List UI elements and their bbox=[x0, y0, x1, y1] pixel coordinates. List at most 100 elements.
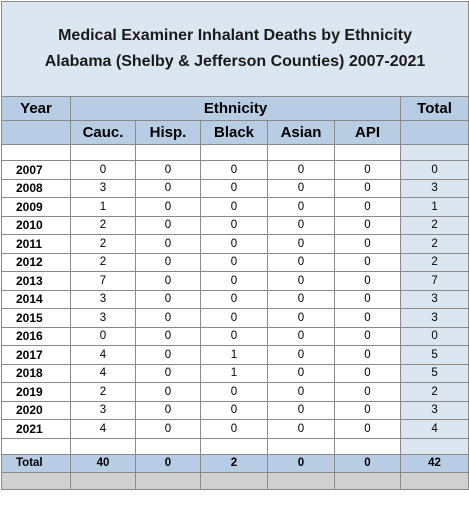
count-cell: 0 bbox=[200, 271, 268, 291]
data-row: 2021 4 0 0 0 0 4 bbox=[1, 419, 469, 439]
count-cell: 0 bbox=[135, 400, 201, 420]
count-cell: 4 bbox=[70, 363, 136, 383]
count-cell: 0 bbox=[334, 345, 401, 365]
count-cell: 0 bbox=[334, 160, 401, 180]
empty-cell bbox=[200, 437, 268, 455]
count-cell: 0 bbox=[200, 234, 268, 254]
column-header: Cauc. bbox=[70, 120, 136, 145]
count-cell: 1 bbox=[200, 345, 268, 365]
count-cell: 1 bbox=[200, 363, 268, 383]
count-cell: 3 bbox=[399, 289, 469, 309]
count-cell: 0 bbox=[200, 215, 268, 235]
year-cell: 2010 bbox=[1, 215, 71, 235]
count-cell: 0 bbox=[267, 215, 335, 235]
count-cell: 1 bbox=[70, 197, 136, 217]
empty-cell bbox=[267, 144, 335, 161]
data-row: 2016 0 0 0 0 0 0 bbox=[1, 326, 469, 346]
empty-cell bbox=[70, 144, 136, 161]
empty-cell bbox=[399, 120, 469, 145]
empty-cell bbox=[1, 471, 71, 490]
data-row: 2020 3 0 0 0 0 3 bbox=[1, 400, 469, 420]
year-cell: 2014 bbox=[1, 289, 71, 309]
count-cell: 0 bbox=[267, 308, 335, 328]
year-cell: 2020 bbox=[1, 400, 71, 420]
count-cell: 0 bbox=[267, 400, 335, 420]
count-cell: 0 bbox=[200, 308, 268, 328]
count-cell: 0 bbox=[70, 326, 136, 346]
year-cell: 2019 bbox=[1, 382, 71, 402]
blank-row bbox=[1, 437, 469, 455]
title-line: Alabama (Shelby & Jefferson Counties) 20… bbox=[44, 53, 426, 70]
count-cell: 0 bbox=[135, 419, 201, 439]
year-cell: 2021 bbox=[1, 419, 71, 439]
data-row: 2013 7 0 0 0 0 7 bbox=[1, 271, 469, 291]
count-cell: 0 bbox=[200, 160, 268, 180]
count-cell: 0 bbox=[135, 178, 201, 198]
total-cell: 0 bbox=[267, 453, 335, 473]
count-cell: 0 bbox=[267, 363, 335, 383]
year-header: Year bbox=[1, 96, 71, 121]
count-cell: 2 bbox=[399, 252, 469, 272]
count-cell: 2 bbox=[399, 234, 469, 254]
count-cell: 0 bbox=[135, 234, 201, 254]
count-cell: 2 bbox=[70, 215, 136, 235]
count-cell: 0 bbox=[135, 382, 201, 402]
data-row: 2011 2 0 0 0 0 2 bbox=[1, 234, 469, 254]
empty-cell bbox=[267, 437, 335, 455]
count-cell: 5 bbox=[399, 363, 469, 383]
empty-cell bbox=[135, 144, 201, 161]
count-cell: 0 bbox=[334, 419, 401, 439]
empty-cell bbox=[70, 471, 136, 490]
count-cell: 0 bbox=[267, 160, 335, 180]
data-row: 2017 4 0 1 0 0 5 bbox=[1, 345, 469, 365]
count-cell: 0 bbox=[200, 252, 268, 272]
data-row: 2010 2 0 0 0 0 2 bbox=[1, 215, 469, 235]
count-cell: 0 bbox=[135, 345, 201, 365]
count-cell: 0 bbox=[334, 363, 401, 383]
count-cell: 0 bbox=[135, 160, 201, 180]
count-cell: 0 bbox=[267, 345, 335, 365]
count-cell: 0 bbox=[135, 289, 201, 309]
total-cell: 42 bbox=[399, 453, 469, 473]
blank-row bbox=[1, 144, 469, 161]
count-cell: 0 bbox=[135, 271, 201, 291]
year-cell: 2009 bbox=[1, 197, 71, 217]
count-cell: 0 bbox=[135, 326, 201, 346]
total-header: Total bbox=[399, 96, 469, 121]
data-row: 2018 4 0 1 0 0 5 bbox=[1, 363, 469, 383]
footer-row bbox=[1, 471, 469, 490]
total-label: Total bbox=[1, 453, 71, 473]
year-cell: 2013 bbox=[1, 271, 71, 291]
deaths-table: Medical Examiner Inhalant Deaths by Ethn… bbox=[0, 1, 469, 490]
count-cell: 3 bbox=[70, 400, 136, 420]
title-line: Medical Examiner Inhalant Deaths by Ethn… bbox=[58, 27, 412, 44]
count-cell: 0 bbox=[334, 308, 401, 328]
count-cell: 0 bbox=[135, 363, 201, 383]
count-cell: 5 bbox=[399, 345, 469, 365]
count-cell: 0 bbox=[267, 252, 335, 272]
year-cell: 2017 bbox=[1, 345, 71, 365]
count-cell: 0 bbox=[267, 178, 335, 198]
count-cell: 0 bbox=[267, 289, 335, 309]
data-row: 2014 3 0 0 0 0 3 bbox=[1, 289, 469, 309]
count-cell: 3 bbox=[70, 308, 136, 328]
empty-cell bbox=[399, 144, 469, 161]
count-cell: 2 bbox=[399, 382, 469, 402]
total-cell: 0 bbox=[135, 453, 201, 473]
total-cell: 40 bbox=[70, 453, 136, 473]
count-cell: 0 bbox=[334, 289, 401, 309]
count-cell: 2 bbox=[70, 252, 136, 272]
empty-cell bbox=[200, 144, 268, 161]
empty-cell bbox=[200, 471, 268, 490]
count-cell: 3 bbox=[399, 308, 469, 328]
count-cell: 1 bbox=[399, 197, 469, 217]
count-cell: 0 bbox=[267, 326, 335, 346]
count-cell: 0 bbox=[334, 252, 401, 272]
total-row: Total 40 0 2 0 0 42 bbox=[1, 453, 469, 473]
year-cell: 2008 bbox=[1, 178, 71, 198]
data-row: 2019 2 0 0 0 0 2 bbox=[1, 382, 469, 402]
count-cell: 0 bbox=[334, 271, 401, 291]
count-cell: 0 bbox=[399, 160, 469, 180]
data-row: 2007 0 0 0 0 0 0 bbox=[1, 160, 469, 180]
count-cell: 0 bbox=[267, 271, 335, 291]
